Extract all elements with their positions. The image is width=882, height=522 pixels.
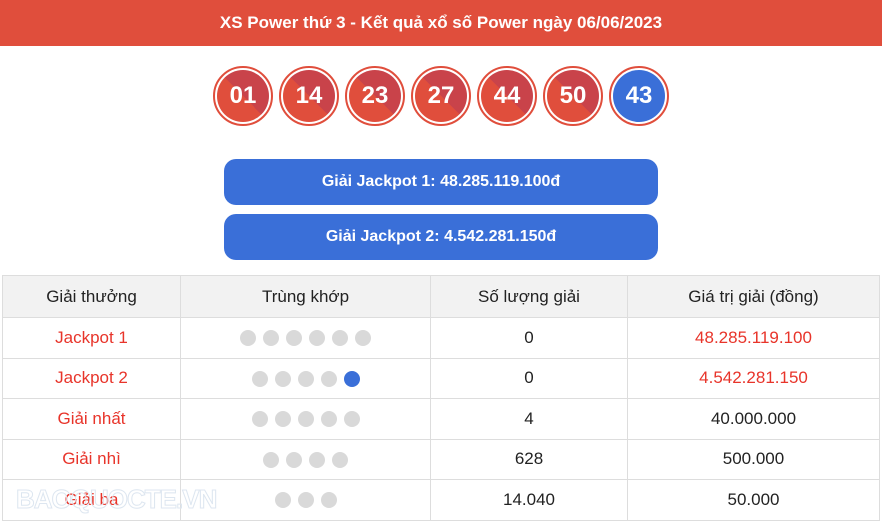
ball: 27 (411, 66, 471, 126)
page-title: XS Power thứ 3 - Kết quả xổ số Power ngà… (0, 0, 882, 46)
match-dot (320, 370, 337, 387)
match-dot (332, 330, 348, 347)
match-dots (180, 438, 431, 480)
prize-value: 4.542.281.150 (627, 357, 880, 399)
match-dot (274, 370, 291, 387)
watermark-logo: BAOQUOCTE.VN (15, 484, 217, 515)
jackpot-2-banner: Giải Jackpot 2: 4.542.281.150đ (224, 214, 658, 260)
column-header: Giải thưởng (2, 275, 181, 318)
prize-value: 48.285.119.100 (627, 317, 880, 359)
match-dot (286, 451, 302, 468)
jackpot-1-banner: Giải Jackpot 1: 48.285.119.100đ (224, 159, 658, 205)
prize-value: 50.000 (627, 479, 880, 521)
match-dot (297, 492, 314, 509)
ball-number: 14 (283, 70, 335, 122)
match-dot (297, 370, 314, 387)
ball-number: 50 (547, 70, 599, 122)
ball-number: 44 (481, 70, 533, 122)
prize-count: 14.040 (430, 479, 628, 521)
prize-value: 500.000 (627, 438, 880, 480)
ball: 50 (543, 66, 603, 126)
ball: 44 (477, 66, 537, 126)
prize-count: 0 (430, 357, 628, 399)
match-dots (180, 398, 431, 440)
match-dot (332, 451, 348, 468)
match-dot (320, 411, 337, 428)
prize-name: Giải nhì (2, 438, 181, 480)
column-header: Trùng khớp (180, 275, 431, 318)
match-dot (343, 411, 360, 428)
match-dot (274, 492, 291, 509)
prize-count: 0 (430, 317, 628, 359)
table-row: Jackpot 1 0 48.285.119.100 (2, 317, 880, 359)
prize-count: 628 (430, 438, 628, 480)
special-match-dot (343, 370, 360, 387)
match-dots (180, 479, 431, 521)
match-dot (297, 411, 314, 428)
ball-number: 23 (349, 70, 401, 122)
match-dot (251, 370, 268, 387)
match-dot (240, 330, 256, 347)
prize-name: Jackpot 1 (2, 317, 181, 359)
match-dot (309, 330, 325, 347)
table-header: Giải thưởng Trùng khớp Số lượng giải Giá… (2, 275, 880, 318)
match-dot (355, 330, 371, 347)
table-row: Giải ba 14.040 50.000 (2, 479, 880, 521)
result-balls: 01 14 23 27 44 50 43 (213, 66, 669, 126)
ball: 01 (213, 66, 273, 126)
prize-name: Jackpot 2 (2, 357, 181, 399)
column-header: Giá trị giải (đồng) (627, 275, 880, 318)
special-ball: 43 (609, 66, 669, 126)
ball-number: 01 (217, 70, 269, 122)
ball: 23 (345, 66, 405, 126)
match-dot (274, 411, 291, 428)
match-dot (320, 492, 337, 509)
table-row: Jackpot 2 0 4.542.281.150 (2, 357, 880, 399)
prize-name: Giải nhất (2, 398, 181, 440)
ball-number: 27 (415, 70, 467, 122)
match-dot (251, 411, 268, 428)
match-dots (180, 317, 431, 359)
prize-table: Giải thưởng Trùng khớp Số lượng giải Giá… (2, 275, 880, 521)
ball-number: 43 (613, 70, 665, 122)
table-row: Giải nhất 4 40.000.000 (2, 398, 880, 440)
match-dot (263, 330, 279, 347)
match-dot (309, 451, 325, 468)
ball: 14 (279, 66, 339, 126)
prize-count: 4 (430, 398, 628, 440)
prize-name: Giải ba (2, 479, 181, 521)
match-dots (180, 357, 431, 399)
match-dot (263, 451, 279, 468)
match-dot (286, 330, 302, 347)
table-row: Giải nhì 628 500.000 (2, 438, 880, 480)
column-header: Số lượng giải (430, 275, 628, 318)
prize-value: 40.000.000 (627, 398, 880, 440)
